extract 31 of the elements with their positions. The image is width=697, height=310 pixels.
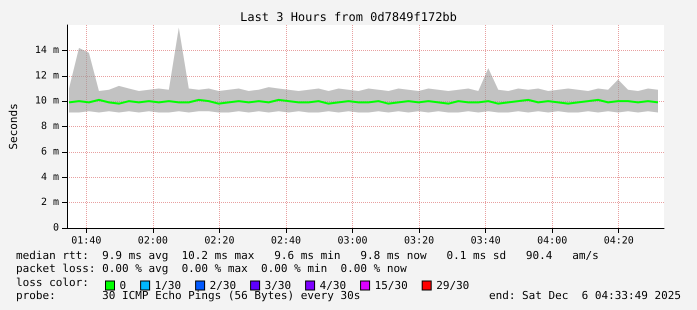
text: median rtt: 9.9 ms avg 10.2 ms max 9.6 ms min 9.8 ms now 0.1 ms sd 90.4 am/s — [16, 249, 599, 262]
text: packet loss: 0.00 % avg 0.00 % max 0.00 % min 0.00 % now — [16, 262, 408, 275]
y-tick-label: 12 m — [34, 70, 59, 82]
x-tick-label: 02:20 — [204, 236, 234, 246]
x-tick-label: 03:40 — [470, 236, 501, 246]
x-tick-label: 03:00 — [337, 236, 368, 246]
legend-label: 3/30 — [264, 279, 292, 292]
legend-label: 4/30 — [320, 279, 346, 292]
x-tick-label: 01:40 — [71, 236, 102, 246]
legend-label: 29/30 — [436, 279, 470, 292]
legend-label: 1/30 — [154, 279, 182, 292]
y-tick-label: 4 m — [40, 172, 59, 183]
y-tick-label: 6 m — [40, 146, 59, 158]
text: end: Sat Dec 6 04:33:49 2025 — [488, 289, 682, 302]
x-tick-label: 02:00 — [138, 236, 168, 246]
y-tick-label: 8 m — [40, 121, 59, 132]
y-tick-label: 2 m — [40, 197, 59, 208]
y-tick-label: 0 — [52, 222, 59, 234]
text: probe: 30 ICMP Echo Pings (56 Bytes) every 30s — [16, 289, 360, 302]
legend-label: 0 — [120, 279, 126, 292]
x-tick-label: 02:40 — [270, 236, 302, 246]
x-tick-label: 04:20 — [604, 236, 634, 246]
legend-label: 15/30 — [374, 279, 408, 292]
y-tick-label: 14 m — [34, 44, 59, 56]
x-tick-label: 03:20 — [404, 236, 434, 246]
x-tick-label: 04:00 — [537, 236, 568, 246]
chart-title: Last 3 Hours from 0d7849f172bb — [240, 10, 457, 24]
y-tick-label: 10 m — [34, 96, 59, 107]
legend-title: loss color: — [16, 276, 89, 289]
legend-label: 2/30 — [210, 279, 236, 292]
y-axis-title: Seconds — [7, 103, 20, 150]
